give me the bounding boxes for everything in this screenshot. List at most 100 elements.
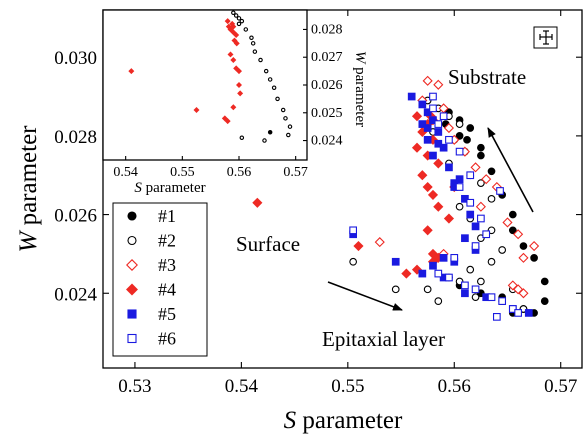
data-point-series-0 [239,135,245,141]
data-point-series-4 [252,197,263,208]
legend-marker-series-2 [127,235,137,246]
data-point-series-0 [243,27,249,32]
y-tick-label: 0.030 [54,48,97,69]
data-point-series-6 [455,147,464,156]
data-point-series-0 [236,16,242,21]
inset-x-ticks: 0.54 0.55 0.56 0.57 [113,156,308,180]
arrow-toward-epitaxial-layer [327,281,403,311]
data-point-series-6 [498,297,507,305]
data-point-series-6 [455,183,464,191]
legend: #1 #2 #3 #4 #5 #6 [112,202,208,357]
data-point-series-2 [391,285,400,294]
data-point-series-1 [487,167,496,176]
data-point-series-1 [477,151,485,160]
data-point-series-1 [540,277,549,286]
data-point-series-5 [524,309,533,317]
data-point-series-5 [434,139,443,148]
data-point-series-0 [275,96,280,102]
inset-chart: 0.54 0.55 0.56 0.57 0.0240.0250.0260.0270.0… [102,9,368,196]
data-point-series-1 [519,242,528,250]
inset-y-axis-label: W parameter [352,51,368,127]
legend-label: #1 [158,206,176,226]
main-data-points [252,75,549,321]
data-point-series-1 [230,57,237,63]
data-point-series-3 [507,280,518,291]
y-tick-label: 0.028 [311,22,343,37]
data-point-series-2 [498,246,507,254]
main-plot-frame [102,9,583,369]
data-point-series-6 [434,269,443,278]
data-point-series-3 [433,79,444,90]
data-point-series-6 [439,112,448,121]
data-point-series-4 [411,111,423,122]
data-point-series-1 [530,253,538,262]
data-point-series-5 [471,222,480,231]
data-point-series-1 [477,143,485,152]
data-point-series-1 [224,18,231,25]
data-point-series-5 [445,163,453,172]
data-point-series-1 [128,68,135,75]
data-point-series-0 [233,13,239,18]
data-point-series-3 [518,252,529,263]
x-tick-label: 0.56 [438,376,471,397]
data-point-series-0 [262,138,267,143]
data-point-series-5 [429,261,437,270]
annotation-substrate: Substrate [448,65,526,89]
inset-plot-frame [102,9,308,161]
y-tick-label: 0.026 [54,206,97,227]
x-tick-label: 0.56 [227,165,252,180]
data-point-series-1 [230,104,237,111]
data-point-series-5 [418,100,427,109]
data-point-series-6 [445,273,453,282]
data-point-series-3 [470,162,481,173]
legend-marker-series-3 [126,259,138,271]
data-point-series-3 [481,174,492,185]
data-point-series-6 [477,214,485,223]
data-point-series-1 [230,29,237,36]
data-point-series-0 [236,21,242,27]
data-point-series-4 [411,142,423,153]
data-point-series-0 [271,85,277,91]
y-tick-label: 0.025 [311,106,343,121]
legend-label: #6 [158,329,176,349]
data-point-series-2 [466,265,475,274]
main-x-ticks: 0.53 0.54 0.55 0.56 0.57 [118,10,577,397]
data-point-series-1 [224,118,231,125]
x-tick-label: 0.57 [544,376,577,397]
data-point-series-6 [450,253,459,262]
data-point-series-1 [466,124,475,132]
data-point-series-1 [508,210,517,219]
data-point-series-6 [429,104,437,113]
data-point-series-3 [518,288,529,299]
data-point-series-3 [475,201,486,212]
error-bar-indicator [533,26,558,49]
data-point-series-0 [231,10,236,16]
data-point-series-0 [267,77,273,82]
y-tick-label: 0.024 [311,134,343,149]
data-point-series-6 [487,293,496,302]
data-point-series-1 [236,68,242,75]
data-point-series-5 [423,108,432,117]
data-point-series-1 [237,90,244,97]
x-tick-label: 0.54 [225,376,259,397]
data-point-series-2 [477,179,485,187]
data-point-series-6 [429,92,437,101]
data-point-series-1 [230,23,237,30]
data-point-series-0 [249,35,254,41]
data-point-series-6 [514,309,522,317]
legend-label: #5 [158,304,176,324]
data-point-series-5 [423,135,432,144]
data-point-series-5 [418,120,427,128]
data-point-series-4 [433,158,444,169]
legend-marker-series-4 [126,283,138,296]
data-point-series-6 [434,120,443,128]
data-point-series-1 [463,135,471,144]
legend-marker-series-1 [127,211,137,221]
data-point-series-1 [193,107,200,113]
data-point-series-4 [433,201,444,212]
data-point-series-2 [477,277,485,286]
data-point-series-4 [443,213,455,224]
y-tick-label: 0.028 [54,127,97,148]
data-point-series-0 [250,41,256,46]
data-point-series-6 [471,242,480,250]
